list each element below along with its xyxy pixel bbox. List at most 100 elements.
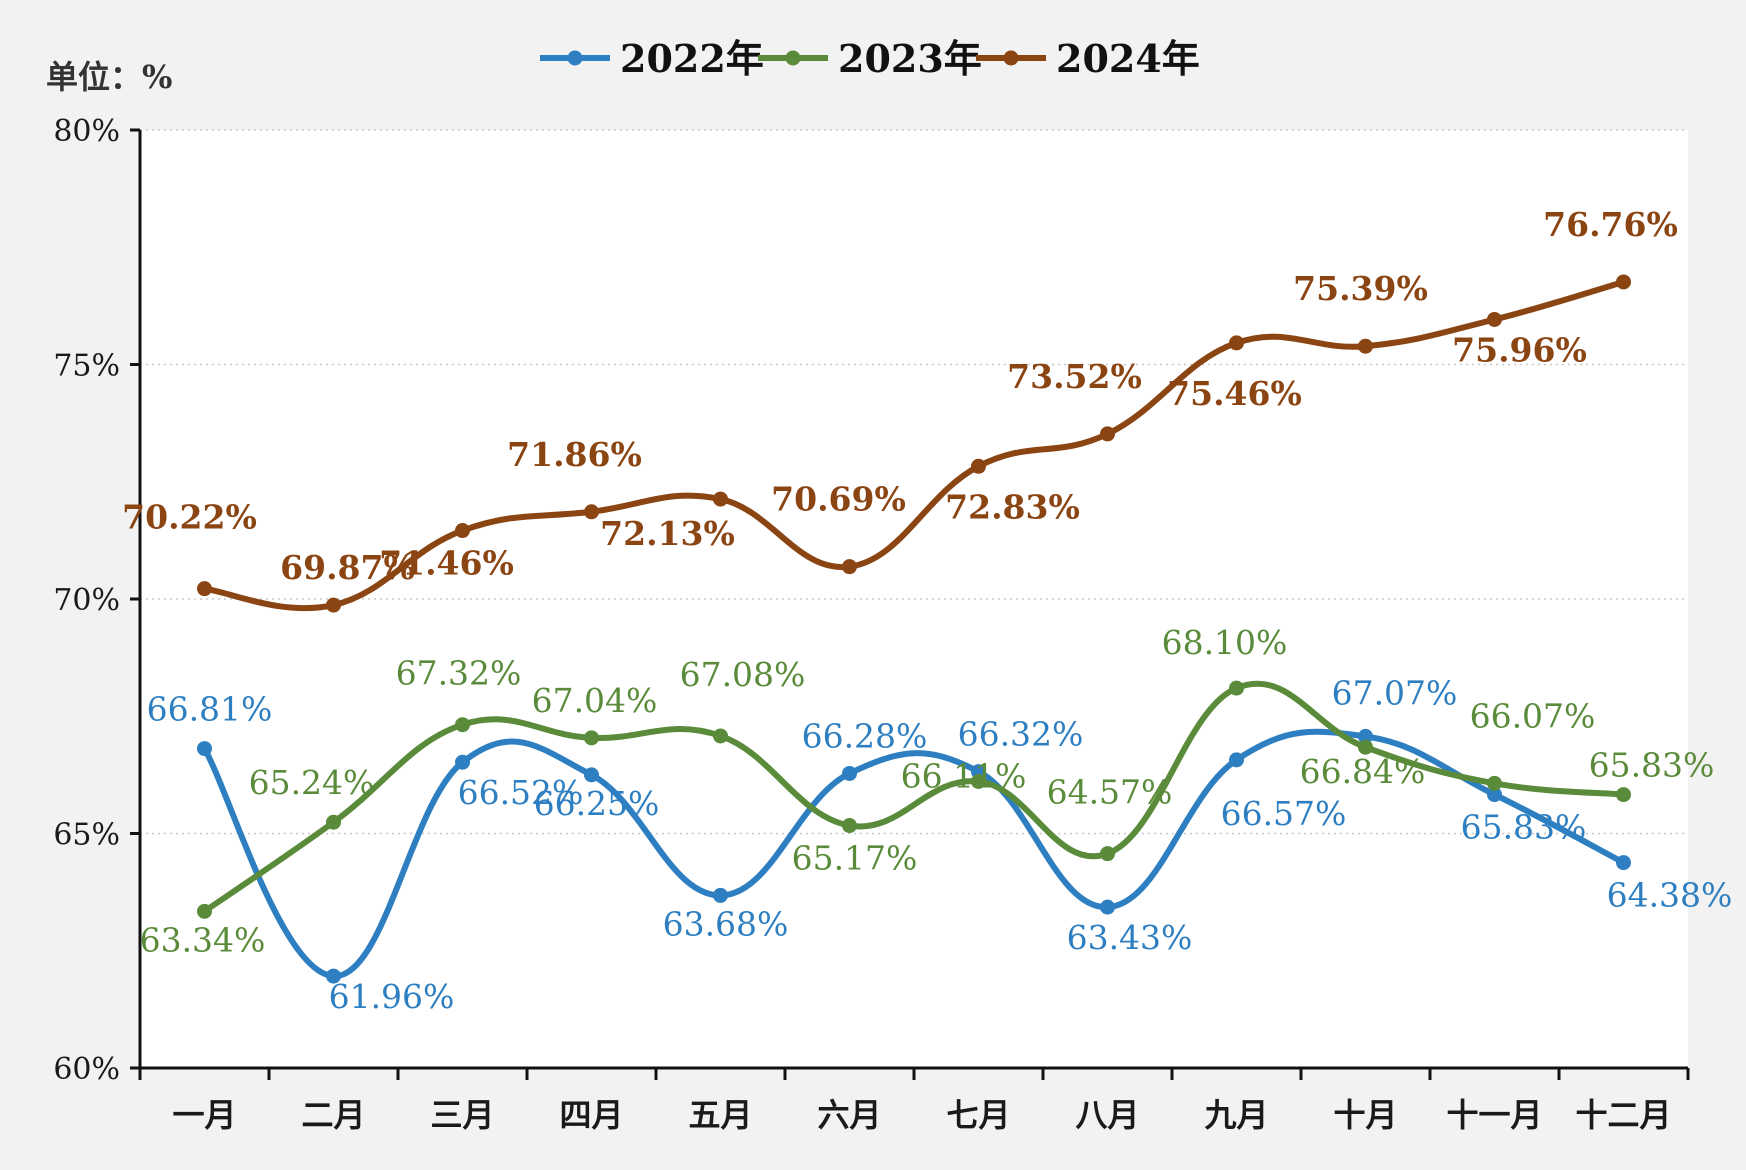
data-label-2022: 66.81% — [147, 690, 273, 729]
data-point-2023 — [1487, 775, 1502, 791]
data-point-2023 — [326, 814, 341, 830]
x-tick-label: 四月 — [559, 1096, 623, 1134]
data-label-2023: 66.11% — [901, 756, 1027, 795]
data-point-2024 — [1358, 338, 1373, 354]
legend-label-2023: 2023年 — [838, 36, 982, 81]
axes: 60% 65% 70% 75% 80% 一月 二月 三月 四月 五月 六月 七月 八月 九月 十月 十一月 十二… — [53, 114, 1690, 1134]
data-label-2023: 66.07% — [1470, 696, 1596, 735]
data-label-2022: 61.96% — [329, 977, 455, 1016]
data-point-2022 — [584, 767, 599, 783]
data-point-2023 — [1358, 739, 1373, 755]
data-point-2024 — [326, 597, 341, 613]
data-label-2023: 67.04% — [532, 681, 658, 720]
data-point-2022 — [1229, 752, 1244, 768]
x-tick-label: 七月 — [946, 1096, 1010, 1134]
data-label-2022: 64.38% — [1607, 876, 1733, 915]
data-point-2022 — [713, 887, 728, 903]
data-point-2022 — [842, 765, 857, 781]
data-point-2024 — [1487, 311, 1502, 327]
data-point-2023 — [842, 818, 857, 834]
legend-marker-2024 — [1003, 50, 1019, 66]
data-label-2024: 70.22% — [122, 498, 257, 537]
data-label-2022: 66.28% — [802, 716, 928, 755]
y-tick-label: 80% — [53, 114, 120, 149]
data-point-2023 — [971, 773, 986, 789]
x-tick-label: 六月 — [817, 1096, 881, 1134]
data-label-2024: 69.87% — [280, 548, 415, 587]
gridlines — [140, 129, 1688, 835]
data-label-2023: 67.08% — [680, 655, 806, 694]
x-tick-label: 三月 — [430, 1096, 494, 1134]
data-point-2023 — [455, 717, 470, 733]
legend-label-2024: 2024年 — [1056, 36, 1200, 81]
data-point-2022 — [1616, 855, 1631, 871]
data-point-2024 — [1229, 335, 1244, 351]
data-point-2024 — [584, 504, 599, 520]
data-point-2022 — [1100, 899, 1115, 915]
data-label-2024: 75.96% — [1452, 330, 1587, 369]
x-tick-label: 五月 — [688, 1096, 752, 1134]
legend-marker-2023 — [785, 50, 801, 66]
y-tick-label: 65% — [53, 818, 120, 853]
legend-marker-2022 — [567, 50, 583, 66]
data-point-2023 — [1100, 846, 1115, 862]
data-point-2024 — [455, 523, 470, 539]
data-label-2023: 67.32% — [396, 654, 522, 693]
data-label-2023: 65.83% — [1589, 746, 1715, 785]
data-point-2022 — [1487, 787, 1502, 803]
data-label-2022: 66.57% — [1221, 794, 1347, 833]
data-label-2022: 66.25% — [534, 784, 660, 823]
data-label-2024: 70.69% — [771, 480, 906, 519]
data-point-2022 — [326, 968, 341, 984]
data-point-2024 — [1616, 274, 1631, 290]
data-label-2022: 65.83% — [1461, 808, 1587, 847]
data-point-2024 — [842, 559, 857, 575]
data-point-2024 — [971, 458, 986, 474]
data-label-2024: 71.86% — [507, 435, 642, 474]
series — [197, 274, 1631, 984]
data-label-2023: 63.34% — [140, 920, 266, 959]
data-point-2023 — [197, 903, 212, 919]
data-label-2024: 71.46% — [379, 544, 514, 583]
x-tick-label: 十月 — [1333, 1096, 1397, 1134]
unit-label: 单位：% — [46, 58, 172, 96]
data-label-2022: 63.43% — [1067, 918, 1193, 957]
data-point-2024 — [713, 491, 728, 507]
y-tick-label: 70% — [53, 583, 120, 618]
data-label-2022: 67.07% — [1332, 673, 1458, 712]
y-tick-label: 60% — [53, 1052, 120, 1087]
data-label-2022: 66.32% — [958, 715, 1084, 754]
data-point-2022 — [1358, 728, 1373, 744]
x-tick-label: 八月 — [1075, 1096, 1139, 1134]
data-label-2024: 72.13% — [600, 514, 735, 553]
data-label-2024: 75.39% — [1293, 269, 1428, 308]
data-point-2023 — [713, 728, 728, 744]
data-point-2022 — [455, 754, 470, 770]
x-tick-label: 二月 — [301, 1096, 365, 1134]
data-point-2024 — [197, 581, 212, 597]
data-label-2024: 75.46% — [1167, 374, 1302, 413]
data-label-2024: 72.83% — [945, 487, 1080, 526]
data-label-2023: 65.17% — [792, 839, 918, 878]
x-tick-label: 一月 — [172, 1096, 236, 1134]
legend-label-2022: 2022年 — [620, 36, 764, 81]
x-tick-label: 十二月 — [1575, 1096, 1671, 1134]
data-label-2022: 63.68% — [663, 904, 789, 943]
y-tick-label: 75% — [53, 349, 120, 384]
data-label-2024: 73.52% — [1007, 357, 1142, 396]
x-tick-label: 九月 — [1204, 1096, 1268, 1134]
data-point-2024 — [1100, 426, 1115, 442]
data-label-2023: 66.84% — [1300, 752, 1426, 791]
data-label-2024: 76.76% — [1543, 205, 1678, 244]
data-labels: 66.81% 61.96% 66.52%66.25% 63.68% 66.28% 66.3… — [122, 205, 1732, 1016]
x-tick-label: 十一月 — [1446, 1096, 1542, 1134]
data-label-2023: 68.10% — [1162, 623, 1288, 662]
data-point-2023 — [584, 730, 599, 746]
data-label-2023: 64.57% — [1047, 773, 1173, 812]
legend: 2022年 2023年 2024年 — [540, 36, 1200, 81]
data-point-2022 — [197, 741, 212, 757]
data-label-2022: 66.52% — [458, 773, 584, 812]
data-label-2023: 65.24% — [249, 763, 375, 802]
data-point-2023 — [1229, 680, 1244, 696]
